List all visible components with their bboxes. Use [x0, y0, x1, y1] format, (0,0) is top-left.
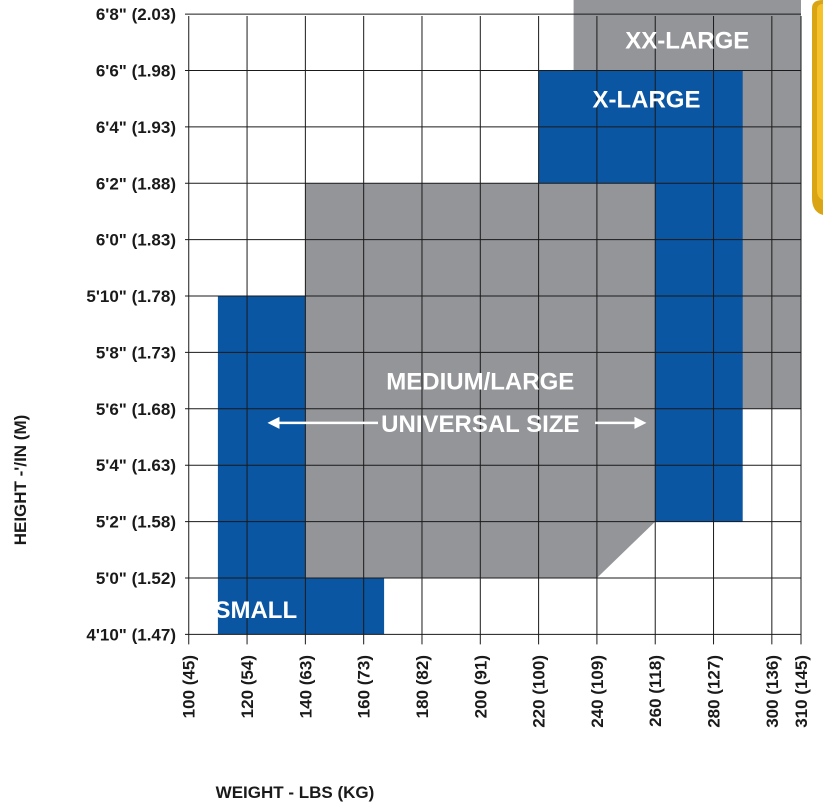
x-tick-label: 260 (118) [646, 655, 665, 727]
region-labels: XX-LARGE X-LARGE MEDIUM/LARGE UNIVERSAL SIZ… [214, 27, 749, 624]
label-x-large: X-LARGE [592, 87, 700, 114]
arrow-left-head [267, 416, 280, 429]
y-tick-label: 4'10" (1.47) [86, 625, 176, 644]
label-medium-large: MEDIUM/LARGE [386, 369, 574, 396]
y-tick-label: 6'0" (1.83) [96, 231, 176, 250]
x-tick-label: 300 (136) [763, 655, 782, 728]
label-small: SMALL [214, 597, 297, 624]
x-tick-label: 310 (145) [792, 655, 811, 728]
label-xx-large: XX-LARGE [625, 27, 749, 54]
arrow-right-head [634, 416, 647, 429]
x-tick-label: 120 (54) [238, 655, 257, 718]
y-tick-label: 6'8" (2.03) [96, 5, 176, 24]
range-arrows [267, 416, 647, 429]
y-tick-label: 5'4" (1.63) [96, 456, 176, 475]
y-tick-label: 6'4" (1.93) [96, 118, 176, 137]
y-axis-ticks: 4'10" (1.47) 5'0" (1.52) 5'2" (1.58) 5'4" (… [86, 5, 176, 644]
y-axis-title: HEIGHT -'/IN (M) [11, 415, 30, 546]
y-tick-label: 6'6" (1.98) [96, 61, 176, 80]
y-tick-label: 6'2" (1.88) [96, 174, 176, 193]
x-axis-title: WEIGHT - LBS (KG) [216, 783, 375, 802]
x-tick-label: 160 (73) [355, 655, 374, 718]
x-tick-label: 240 (109) [588, 655, 607, 728]
y-tick-label: 5'0" (1.52) [96, 569, 176, 588]
edge-tab-inner [817, 4, 823, 200]
y-tick-label: 5'6" (1.68) [96, 400, 176, 419]
y-tick-label: 5'10" (1.78) [86, 287, 176, 306]
x-tick-label: 280 (127) [705, 655, 724, 728]
label-universal-size: UNIVERSAL SIZE [381, 411, 579, 438]
x-axis-ticks: 100 (45) 120 (54) 140 (63) 160 (73) 180 (82)… [180, 655, 811, 728]
y-tick-label: 5'8" (1.73) [96, 343, 176, 362]
x-tick-label: 200 (91) [471, 655, 490, 718]
y-tick-label: 5'2" (1.58) [96, 513, 176, 532]
x-tick-label: 180 (82) [413, 655, 432, 718]
x-tick-label: 140 (63) [296, 655, 315, 718]
chart-grid [185, 13, 802, 645]
x-tick-label: 220 (100) [530, 655, 549, 728]
x-tick-label: 100 (45) [180, 655, 199, 718]
